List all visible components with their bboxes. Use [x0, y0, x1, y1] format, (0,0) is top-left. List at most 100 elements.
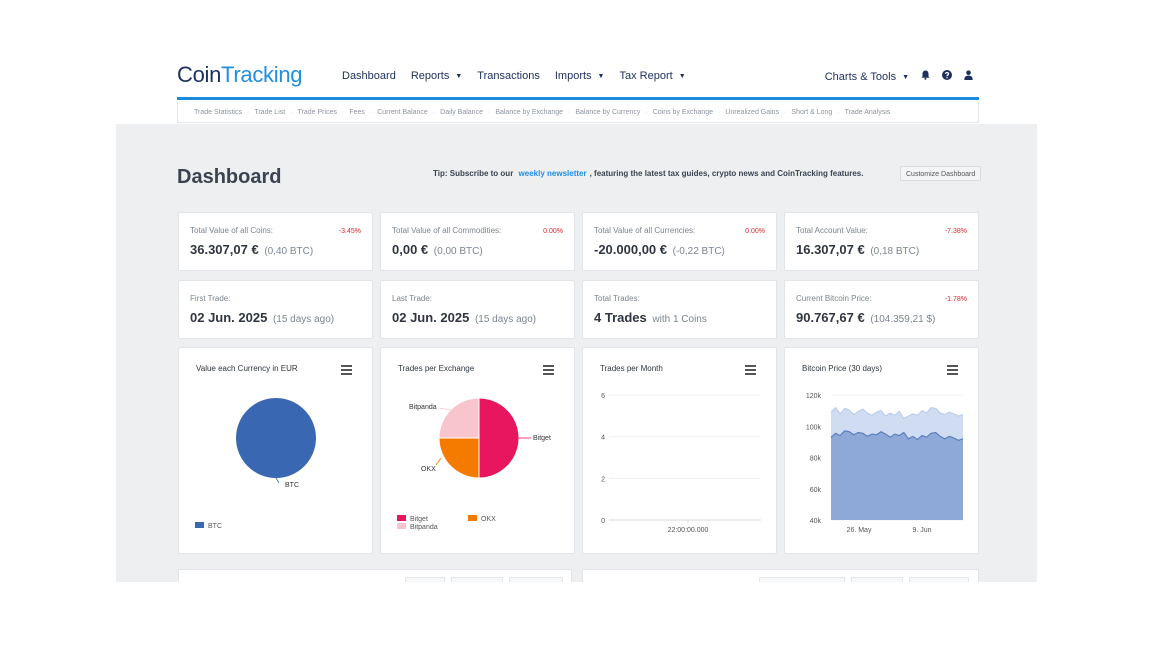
chevron-down-icon: ▼: [902, 73, 909, 81]
stat-label: Total Value of all Commodities:: [392, 226, 502, 235]
chart-menu-icon[interactable]: [543, 365, 554, 377]
nav-right: Charts & Tools ▼: [825, 70, 973, 83]
chart-title: Value each Currency in EUR: [196, 364, 298, 373]
pie-label-bitget: Bitget: [533, 435, 551, 442]
legend-label-btc[interactable]: BTC: [208, 523, 222, 530]
user-icon[interactable]: [964, 70, 973, 83]
sub-navigation: Trade Statistics · Trade List · Trade Prices…: [177, 102, 979, 123]
stat-subvalue: with 1 Coins: [652, 314, 707, 325]
widget-tab[interactable]: [451, 577, 503, 582]
pie-connector: [275, 477, 280, 484]
widget-tab[interactable]: [405, 577, 445, 582]
y-tick-label: 100k: [806, 424, 822, 431]
newsletter-link[interactable]: weekly newsletter: [518, 169, 587, 178]
stat-value: 0,00 € (0,00 BTC): [392, 242, 483, 257]
area-series-price[interactable]: [831, 430, 963, 520]
subnav-separator: ·: [246, 108, 250, 116]
price-line: [830, 430, 964, 441]
stat-change: -1.78%: [944, 296, 967, 303]
chevron-down-icon: ▼: [597, 73, 605, 80]
subnav-item-coins-by-exchange[interactable]: Coins by Exchange: [652, 108, 714, 116]
subnav-separator: ·: [487, 108, 491, 116]
subnav-item-trade-statistics[interactable]: Trade Statistics: [194, 108, 242, 116]
subnav-item-fees[interactable]: Fees: [349, 108, 365, 116]
stat-value: 02 Jun. 2025 (15 days ago): [190, 310, 335, 325]
pie-slice-btc[interactable]: [236, 398, 316, 478]
chevron-down-icon: ▼: [455, 73, 463, 80]
stat-label: Current Bitcoin Price:: [796, 294, 872, 303]
legend-label-bitpanda[interactable]: Bitpanda: [410, 524, 438, 531]
newsletter-tip: Tip: Subscribe to our weekly newsletter,…: [433, 169, 864, 178]
pie-label-bitpanda: Bitpanda: [409, 404, 437, 411]
y-tick-label: 4: [601, 435, 605, 442]
stat-label: Total Trades:: [594, 294, 640, 303]
y-tick-label: 60k: [810, 487, 822, 494]
subnav-item-trade-analysis[interactable]: Trade Analysis: [844, 108, 891, 116]
nav-item-reports[interactable]: Reports ▼: [410, 70, 463, 82]
subnav-separator: ·: [837, 108, 840, 116]
subnav-item-trade-prices[interactable]: Trade Prices: [297, 108, 337, 116]
stat-subvalue: (0,00 BTC): [433, 246, 483, 257]
pie-slice-bitpanda[interactable]: [438, 397, 480, 439]
nav-item-imports[interactable]: Imports ▼: [554, 70, 605, 82]
bottom-widget-right: [582, 569, 979, 582]
chart-menu-icon[interactable]: [745, 365, 756, 377]
stat-subvalue: (0,40 BTC): [264, 246, 314, 257]
stat-label: Last Trade:: [392, 294, 433, 303]
trades-per-month-chart: Trades per Month 6 4 2 0 22:00:00.000: [582, 347, 777, 554]
subnav-separator: ·: [784, 108, 787, 116]
subnav-item-balance-by-currency[interactable]: Balance by Currency: [575, 108, 641, 116]
widget-tab[interactable]: [909, 577, 969, 582]
page-title: Dashboard: [177, 166, 282, 188]
chart-menu-icon[interactable]: [947, 365, 958, 377]
accent-bar: [177, 97, 979, 100]
pie-slice-bitget[interactable]: [478, 397, 520, 479]
x-tick-label: 22:00:00.000: [668, 527, 709, 534]
legend-swatch-bitget: [397, 515, 406, 521]
bell-icon[interactable]: [921, 70, 930, 83]
cointracking-logo[interactable]: CoinTracking: [177, 62, 303, 87]
chart-title: Bitcoin Price (30 days): [802, 364, 883, 373]
legend-label-okx[interactable]: OKX: [481, 516, 496, 523]
pie-label-okx: OKX: [421, 466, 436, 473]
subnav-separator: ·: [341, 108, 345, 116]
subnav-item-trade-list[interactable]: Trade List: [254, 108, 286, 116]
subnav-separator: ·: [432, 108, 436, 116]
stat-subvalue: (-0,22 BTC): [672, 246, 725, 257]
stat-label: Total Value of all Currencies:: [594, 226, 696, 235]
y-tick-label: 6: [601, 393, 605, 400]
nav-item-transactions[interactable]: Transactions: [477, 70, 540, 82]
customize-dashboard-button[interactable]: Customize Dashboard: [900, 166, 982, 181]
y-tick-label: 40k: [810, 518, 822, 525]
legend-swatch-bitpanda: [397, 523, 406, 529]
nav-item-tax-report[interactable]: Tax Report ▼: [619, 70, 686, 82]
chart-menu-icon[interactable]: [341, 365, 352, 377]
stat-value: 90.767,67 € (104.359,21 $): [796, 310, 936, 325]
stat-subvalue: (15 days ago): [272, 314, 335, 325]
help-icon[interactable]: [942, 70, 952, 83]
subnav-separator: ·: [645, 108, 648, 116]
currency-value-chart: Value each Currency in EUR BTC BTC: [178, 347, 373, 554]
stat-card-current-bitcoin-price: Current Bitcoin Price: -1.78% 90.767,67 € …: [784, 280, 979, 339]
band-line: [830, 406, 964, 420]
legend-label-bitget[interactable]: Bitget: [410, 516, 428, 523]
subnav-item-current-balance[interactable]: Current Balance: [377, 108, 428, 116]
nav-item-dashboard[interactable]: Dashboard: [342, 70, 396, 82]
stat-card-first-trade: First Trade: 02 Jun. 2025 (15 days ago): [178, 280, 373, 339]
chart-title: Trades per Month: [600, 364, 663, 373]
main-menu: Dashboard Reports ▼ Transactions Imports ▼ Tax…: [342, 70, 701, 82]
widget-tab[interactable]: [509, 577, 563, 582]
subnav-item-unrealized-gains[interactable]: Unrealized Gains: [725, 108, 780, 116]
stat-value: -20.000,00 € (-0,22 BTC): [594, 242, 725, 257]
charts-tools-menu[interactable]: Charts & Tools ▼: [824, 70, 909, 83]
x-tick-label: 26. May: [847, 527, 872, 534]
subnav-item-daily-balance[interactable]: Daily Balance: [440, 108, 483, 116]
widget-tab[interactable]: [759, 577, 845, 582]
widget-tab[interactable]: [851, 577, 903, 582]
stat-label: First Trade:: [190, 294, 231, 303]
subnav-item-short-long[interactable]: Short & Long: [791, 108, 833, 116]
legend-swatch-okx: [468, 515, 477, 521]
subnav-item-balance-by-exchange[interactable]: Balance by Exchange: [495, 108, 564, 116]
pie-label-btc: BTC: [285, 482, 299, 489]
pie-slice-okx[interactable]: [438, 437, 480, 479]
